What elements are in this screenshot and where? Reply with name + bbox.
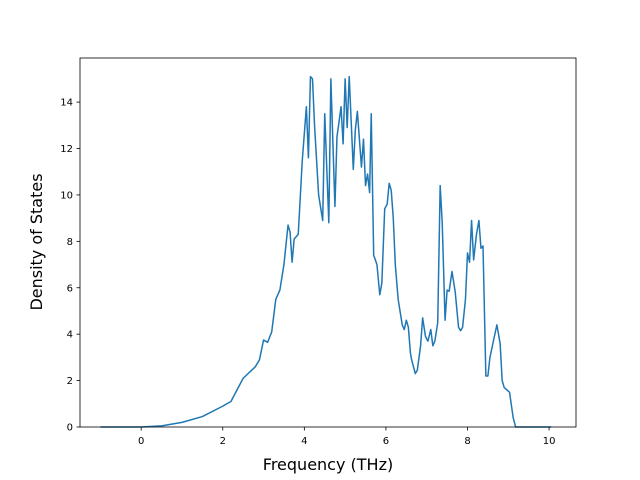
x-tick-label: 8 — [464, 436, 470, 447]
x-axis-label: Frequency (THz) — [263, 455, 393, 474]
axes-frame — [79, 57, 577, 428]
y-tick-label: 0 — [67, 423, 73, 434]
y-tick-label: 10 — [60, 190, 73, 201]
x-tick-label: 2 — [220, 436, 226, 447]
y-tick-label: 6 — [67, 283, 73, 294]
x-tick-label: 10 — [543, 436, 556, 447]
y-axis-label: Density of States — [27, 173, 46, 310]
y-tick-label: 2 — [67, 376, 73, 387]
x-tick-label: 6 — [383, 436, 389, 447]
x-tick-label: 4 — [301, 436, 307, 447]
x-tick-label: 0 — [138, 436, 144, 447]
y-tick-label: 12 — [60, 144, 73, 155]
y-tick-label: 14 — [60, 98, 73, 109]
y-tick-label: 4 — [67, 330, 73, 341]
y-tick-label: 8 — [67, 237, 73, 248]
line-series — [100, 75, 552, 428]
